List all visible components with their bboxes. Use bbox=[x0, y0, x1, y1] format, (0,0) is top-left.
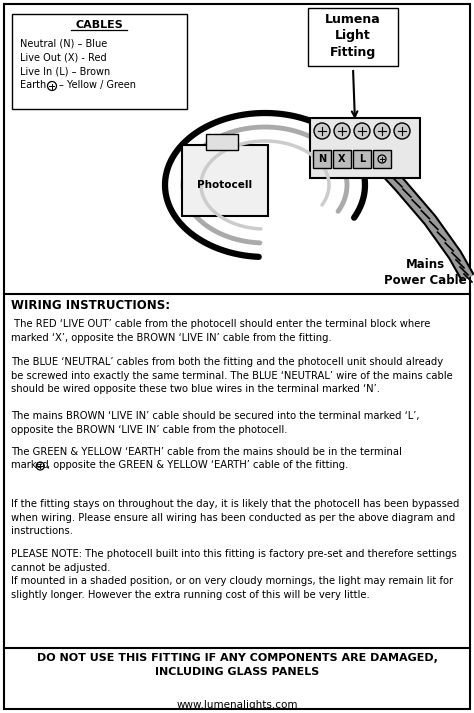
Circle shape bbox=[394, 123, 410, 139]
Text: DO NOT USE THIS FITTING IF ANY COMPONENTS ARE DAMAGED,
INCLUDING GLASS PANELS: DO NOT USE THIS FITTING IF ANY COMPONENT… bbox=[36, 653, 438, 677]
Text: , opposite the GREEN & YELLOW ‘EARTH’ cable of the fitting.: , opposite the GREEN & YELLOW ‘EARTH’ ca… bbox=[47, 460, 349, 470]
Text: N: N bbox=[318, 154, 326, 164]
Circle shape bbox=[354, 123, 370, 139]
Text: Lumena
Light
Fitting: Lumena Light Fitting bbox=[325, 13, 381, 59]
FancyBboxPatch shape bbox=[182, 145, 268, 216]
Text: Neutral (N) – Blue: Neutral (N) – Blue bbox=[20, 38, 107, 48]
FancyBboxPatch shape bbox=[12, 14, 187, 109]
Text: If the fitting stays on throughout the day, it is likely that the photocell has : If the fitting stays on throughout the d… bbox=[11, 499, 459, 536]
Circle shape bbox=[314, 123, 330, 139]
Text: X: X bbox=[338, 154, 346, 164]
Circle shape bbox=[374, 123, 390, 139]
Text: PLEASE NOTE: The photocell built into this fitting is factory pre-set and theref: PLEASE NOTE: The photocell built into th… bbox=[11, 549, 457, 600]
Text: Mains
Power Cable: Mains Power Cable bbox=[383, 258, 466, 287]
Text: Live Out (X) - Red: Live Out (X) - Red bbox=[20, 52, 107, 62]
Text: L: L bbox=[359, 154, 365, 164]
Text: The BLUE ‘NEUTRAL’ cables from both the fitting and the photocell unit should al: The BLUE ‘NEUTRAL’ cables from both the … bbox=[11, 357, 453, 394]
Text: Live In (L) – Brown: Live In (L) – Brown bbox=[20, 66, 110, 76]
FancyBboxPatch shape bbox=[333, 150, 351, 168]
Text: The mains BROWN ‘LIVE IN’ cable should be secured into the terminal marked ‘L’,
: The mains BROWN ‘LIVE IN’ cable should b… bbox=[11, 411, 419, 435]
FancyBboxPatch shape bbox=[4, 4, 470, 709]
FancyBboxPatch shape bbox=[353, 150, 371, 168]
Text: Earth: Earth bbox=[20, 80, 49, 90]
FancyBboxPatch shape bbox=[206, 134, 238, 150]
Text: The GREEN & YELLOW ‘EARTH’ cable from the mains should be in the terminal: The GREEN & YELLOW ‘EARTH’ cable from th… bbox=[11, 447, 402, 457]
FancyBboxPatch shape bbox=[313, 150, 331, 168]
Text: The RED ‘LIVE OUT’ cable from the photocell should enter the terminal block wher: The RED ‘LIVE OUT’ cable from the photoc… bbox=[11, 319, 430, 343]
FancyBboxPatch shape bbox=[310, 118, 420, 178]
Text: Photocell: Photocell bbox=[198, 180, 253, 190]
Text: WIRING INSTRUCTIONS:: WIRING INSTRUCTIONS: bbox=[11, 299, 170, 312]
Text: marked: marked bbox=[11, 460, 52, 470]
Text: www.lumenalights.com: www.lumenalights.com bbox=[176, 700, 298, 710]
Text: – Yellow / Green: – Yellow / Green bbox=[59, 80, 136, 90]
Text: CABLES: CABLES bbox=[76, 20, 123, 30]
Circle shape bbox=[334, 123, 350, 139]
FancyBboxPatch shape bbox=[373, 150, 391, 168]
FancyBboxPatch shape bbox=[308, 8, 398, 66]
